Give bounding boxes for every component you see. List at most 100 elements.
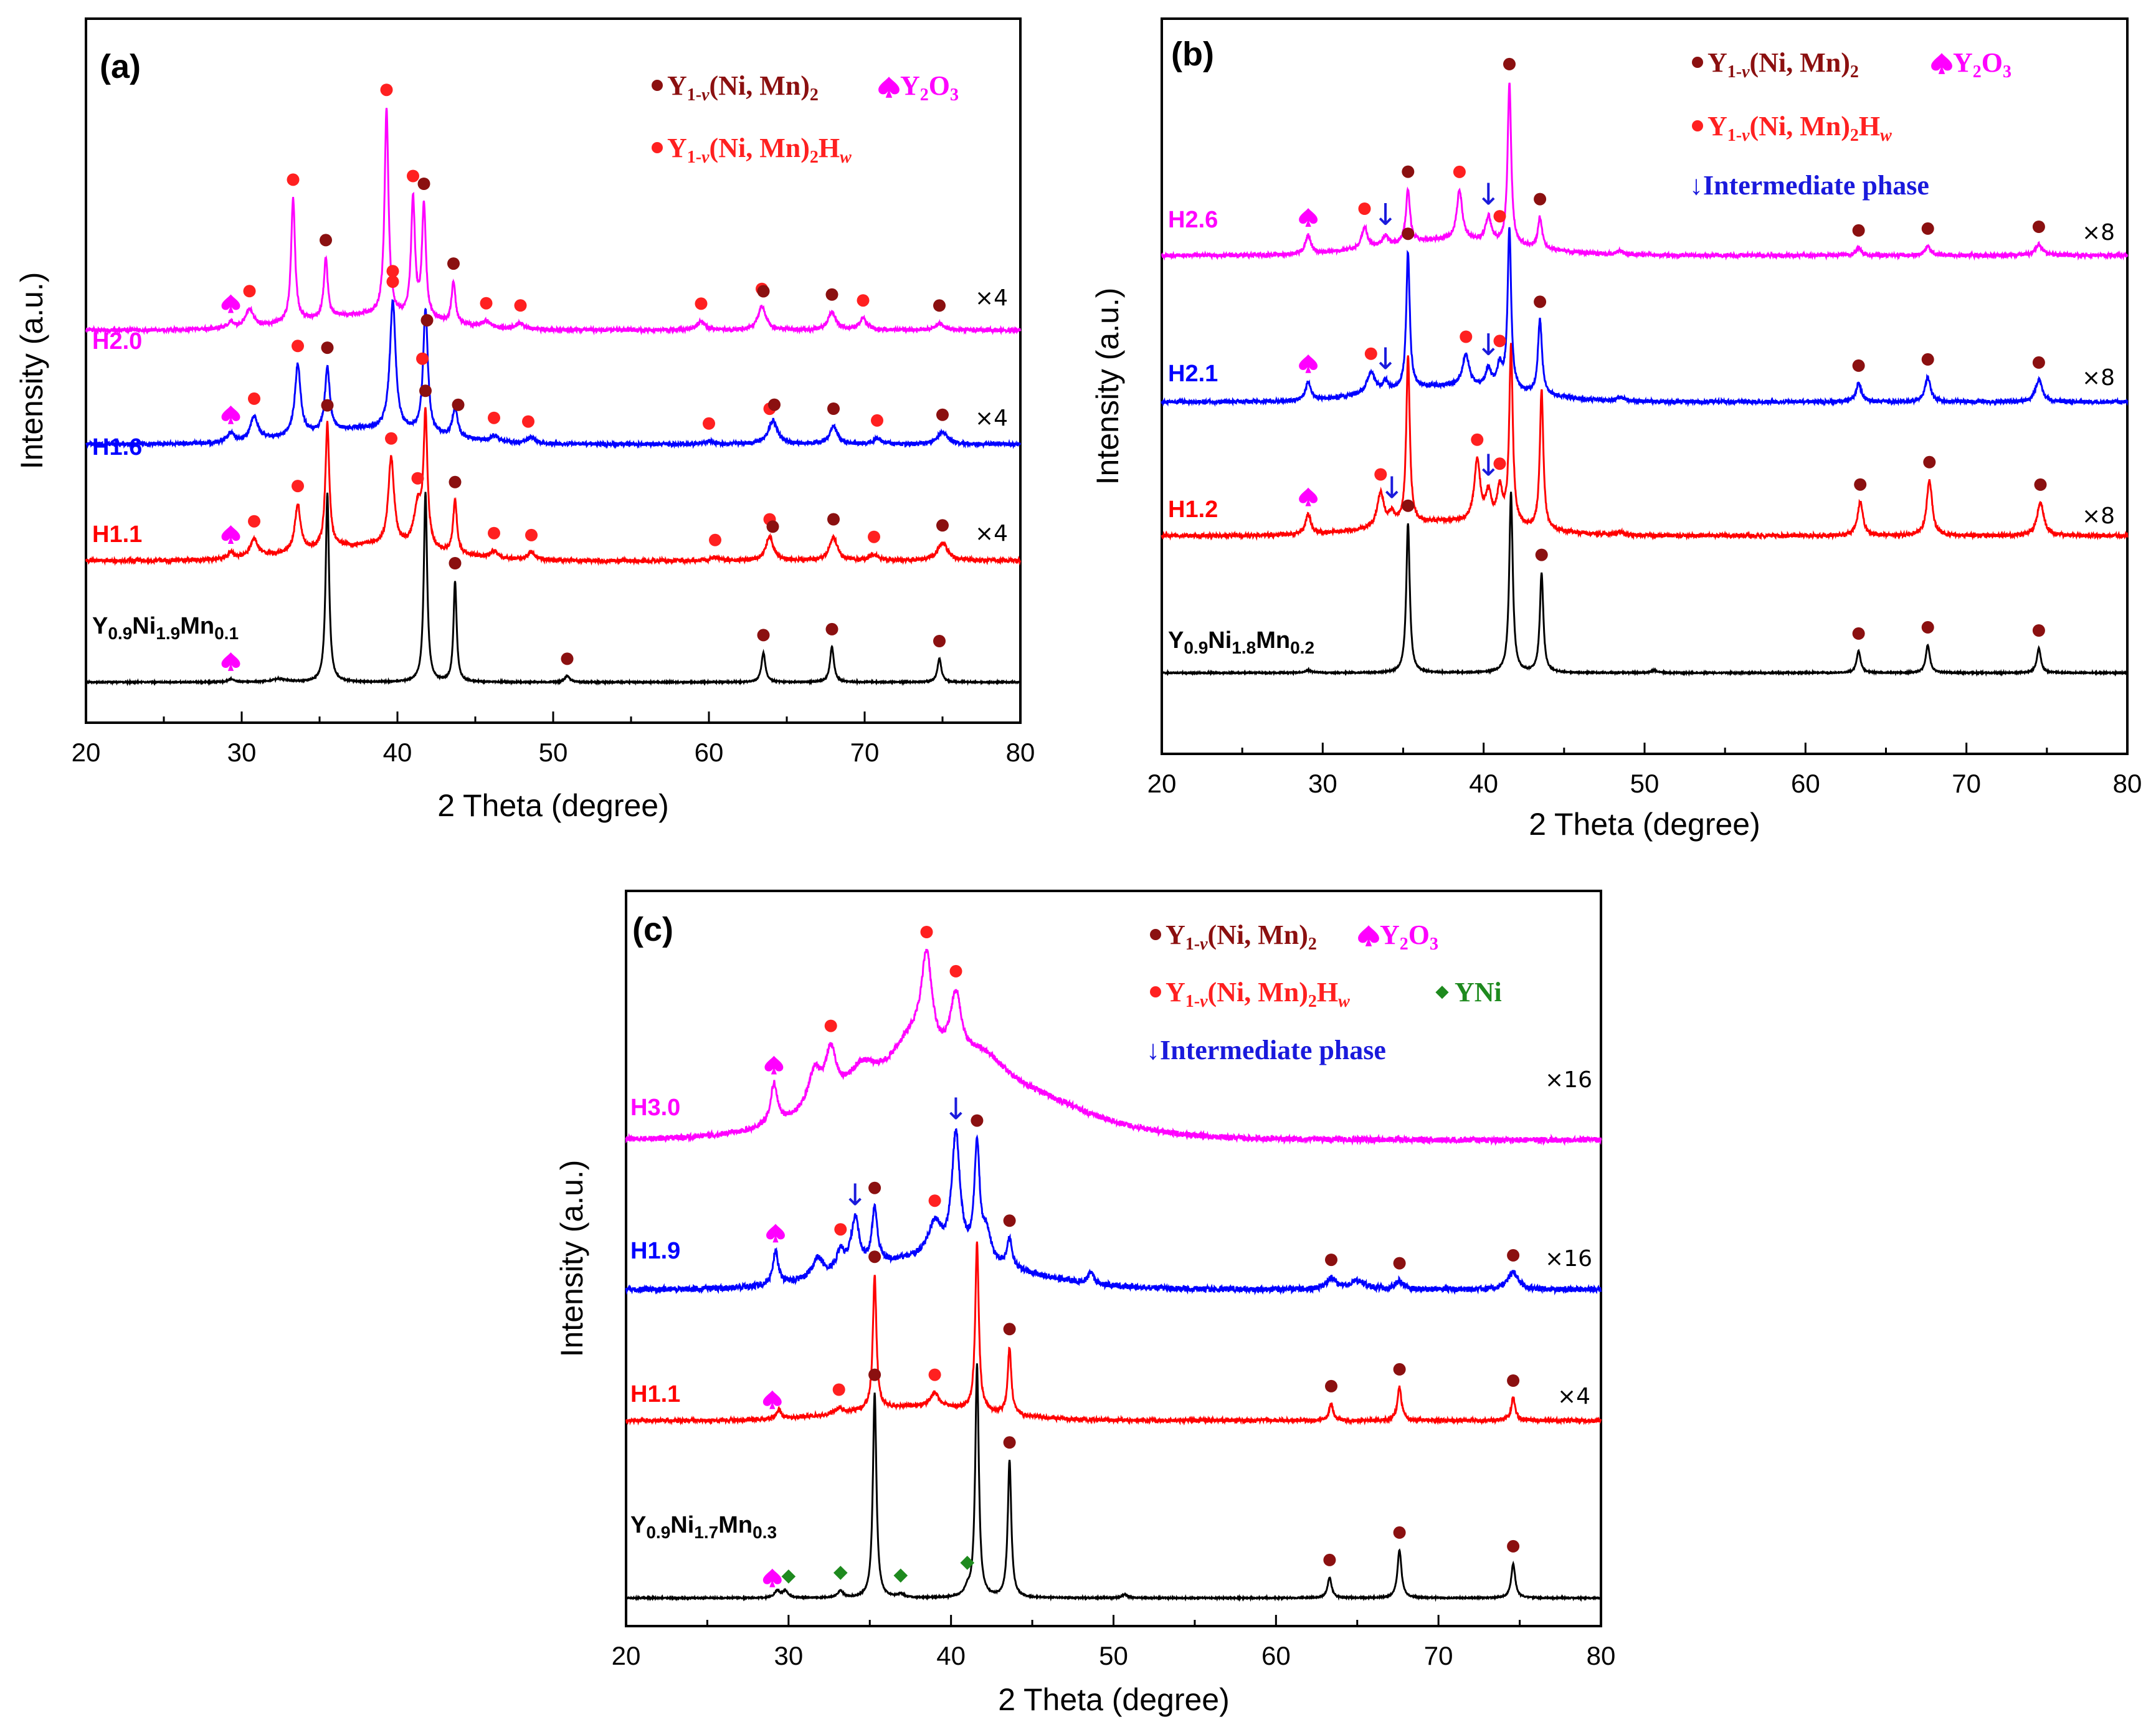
multiplier-h1.2: ×8 (2082, 503, 2115, 529)
peak-marker-red-circle (1374, 468, 1387, 481)
plot-frame (85, 17, 1022, 724)
peak-marker-red-circle (928, 1368, 941, 1381)
series-line-y0.9ni1.8mn0.2 (1161, 492, 2128, 677)
peak-marker-brown-circle (936, 408, 949, 421)
x-tick-label: 40 (383, 738, 412, 767)
peak-marker-red-circle (1453, 165, 1466, 178)
legend-label-y2o3: Y2O3 (900, 70, 959, 105)
peak-marker-diamond (781, 1569, 796, 1584)
peak-marker-red-circle (871, 414, 883, 427)
series-line-h3.0 (625, 949, 1602, 1146)
x-tick-layer: 20 30 40 50 60 70 80 (1147, 743, 2142, 798)
peak-marker-brown-circle (1852, 359, 1865, 372)
peak-marker-brown-circle (1507, 1539, 1520, 1553)
legend-label-hydride: Y1-v(Ni, Mn)2Hw (1707, 111, 1892, 145)
legend-label-y2o3: Y2O3 (1953, 47, 2011, 82)
sample-label-h2.0: H2.0 (92, 328, 142, 354)
panel-c: ↓↓ 20 30 40 50 60 70 80 (c) 2 Theta (degree) I… (554, 890, 1615, 1717)
peak-marker-brown-circle (321, 341, 334, 354)
multiplier-h1.1: ×4 (1557, 1384, 1590, 1409)
peak-marker-spade (762, 1568, 782, 1587)
multiplier-h2.6: ×8 (2082, 220, 2115, 245)
legend-red-circle (1150, 986, 1161, 997)
sample-label-h1.9: H1.9 (630, 1238, 680, 1264)
peak-marker-brown-circle (936, 519, 949, 532)
multipliers: ×4 ×4 ×4 (975, 285, 1008, 546)
peak-marker-red-circle (416, 352, 429, 365)
peak-marker-brown-circle (825, 622, 838, 635)
peak-marker-brown-circle (1402, 165, 1415, 178)
x-axis-title: 2 Theta (degree) (437, 788, 669, 823)
sample-label-h2.6: H2.6 (1168, 207, 1218, 233)
series-line-y0.9ni1.9mn0.1 (85, 492, 1021, 687)
peak-marker-brown-circle (1852, 627, 1865, 640)
sample-label-h3.0: H3.0 (630, 1095, 680, 1121)
legend-item-hydride: Y1-v(Ni, Mn)2Hw (652, 133, 852, 167)
peak-marker-brown-circle (1402, 499, 1415, 512)
sample-label-h1.2: H1.2 (1168, 497, 1218, 523)
peak-marker-red-circle (1493, 457, 1506, 470)
legend-label-yni: YNi (1455, 977, 1502, 1007)
peak-marker-red-circle (488, 526, 500, 540)
x-tick-layer: 20 30 40 50 60 70 80 (612, 1615, 1615, 1670)
peak-marker-brown-circle (757, 285, 770, 298)
peak-marker-red-circle (709, 533, 721, 546)
legend-item-yni: YNi (1435, 977, 1502, 1007)
peak-marker-brown-circle (1393, 1257, 1406, 1270)
peak-marker-brown-circle (757, 629, 770, 642)
peak-marker-red-circle (292, 480, 304, 493)
peak-marker-brown-circle (2034, 478, 2047, 491)
legend-brown-circle (652, 80, 663, 91)
peak-marker-brown-circle (1507, 1374, 1520, 1387)
legend-item-y2o3: Y2O3 (1358, 920, 1438, 954)
sample-labels: Y0.9Ni1.9Mn0.1 H1.1 H1.6 H2.0 (92, 328, 239, 643)
peak-marker-red-circle (243, 285, 256, 298)
marker-layer (221, 83, 949, 671)
peak-marker-arrow: ↓ (1379, 471, 1404, 506)
legend-brown-circle (1150, 929, 1161, 940)
legend-label-ynimn2: Y1-v(Ni, Mn)2 (1707, 47, 1859, 82)
legend-spade-icon (1358, 925, 1379, 946)
series-line-h2.1 (1161, 227, 2129, 407)
peak-marker-red-circle (385, 432, 397, 445)
peak-marker-brown-circle (827, 402, 840, 415)
peak-marker-spade (766, 1224, 785, 1243)
series-line-h2.6 (1161, 82, 2129, 261)
legend-label-hydride: Y1-v(Ni, Mn)2Hw (667, 133, 852, 167)
legend-item-ynimn2: Y1-v(Ni, Mn)2 (652, 70, 819, 105)
legend: Y1-v(Ni, Mn)2 Y2O3 Y1-v(Ni, Mn)2Hw ↓Inte… (1689, 47, 2011, 201)
peak-marker-red-circle (832, 1383, 845, 1396)
marker-layer: ↓↓ (762, 926, 1520, 1587)
legend-item-hydride: Y1-v(Ni, Mn)2Hw (1150, 977, 1350, 1011)
peak-marker-spade (221, 525, 240, 544)
x-tick-label: 30 (227, 738, 257, 767)
peak-marker-brown-circle (1323, 1553, 1336, 1566)
peak-marker-brown-circle (1854, 478, 1867, 491)
x-tick-label: 60 (1791, 769, 1820, 798)
sample-label-y0.9ni1.8mn0.2: Y0.9Ni1.8Mn0.2 (1168, 627, 1314, 657)
x-tick-label: 30 (1308, 769, 1337, 798)
sample-labels: Y0.9Ni1.7Mn0.3 H1.1 H1.9 H3.0 (630, 1095, 777, 1542)
peak-marker-red-circle (824, 1019, 837, 1032)
legend: Y1-v(Ni, Mn)2 Y2O3 Y1-v(Ni, Mn)2Hw YNi ↓… (1146, 920, 1502, 1065)
peak-marker-brown-circle (320, 234, 332, 247)
legend-item-y2o3: Y2O3 (878, 70, 959, 105)
peak-marker-red-circle (857, 294, 870, 307)
peak-marker-brown-circle (1852, 224, 1865, 237)
peak-marker-red-circle (868, 530, 880, 543)
peak-marker-brown-circle (1393, 1526, 1406, 1539)
multiplier-h2.1: ×8 (2082, 365, 2115, 391)
x-tick-label: 40 (936, 1641, 966, 1670)
peak-marker-red-circle (480, 297, 493, 310)
legend-item-ynimn2: Y1-v(Ni, Mn)2 (1692, 47, 1859, 82)
peak-marker-red-circle (248, 392, 260, 405)
x-tick-label: 20 (72, 738, 101, 767)
legend-label-hydride: Y1-v(Ni, Mn)2Hw (1166, 977, 1350, 1011)
panel-a: 20 30 40 50 60 70 80 (a) 2 Theta (degree) Inte… (14, 17, 1035, 823)
sample-label-y0.9ni1.7mn0.3: Y0.9Ni1.7Mn0.3 (630, 1512, 777, 1542)
x-tick-label: 40 (1469, 769, 1498, 798)
peak-marker-spade (1299, 487, 1318, 507)
series-layer (625, 949, 1602, 1602)
series-line-h1.1 (85, 407, 1022, 566)
